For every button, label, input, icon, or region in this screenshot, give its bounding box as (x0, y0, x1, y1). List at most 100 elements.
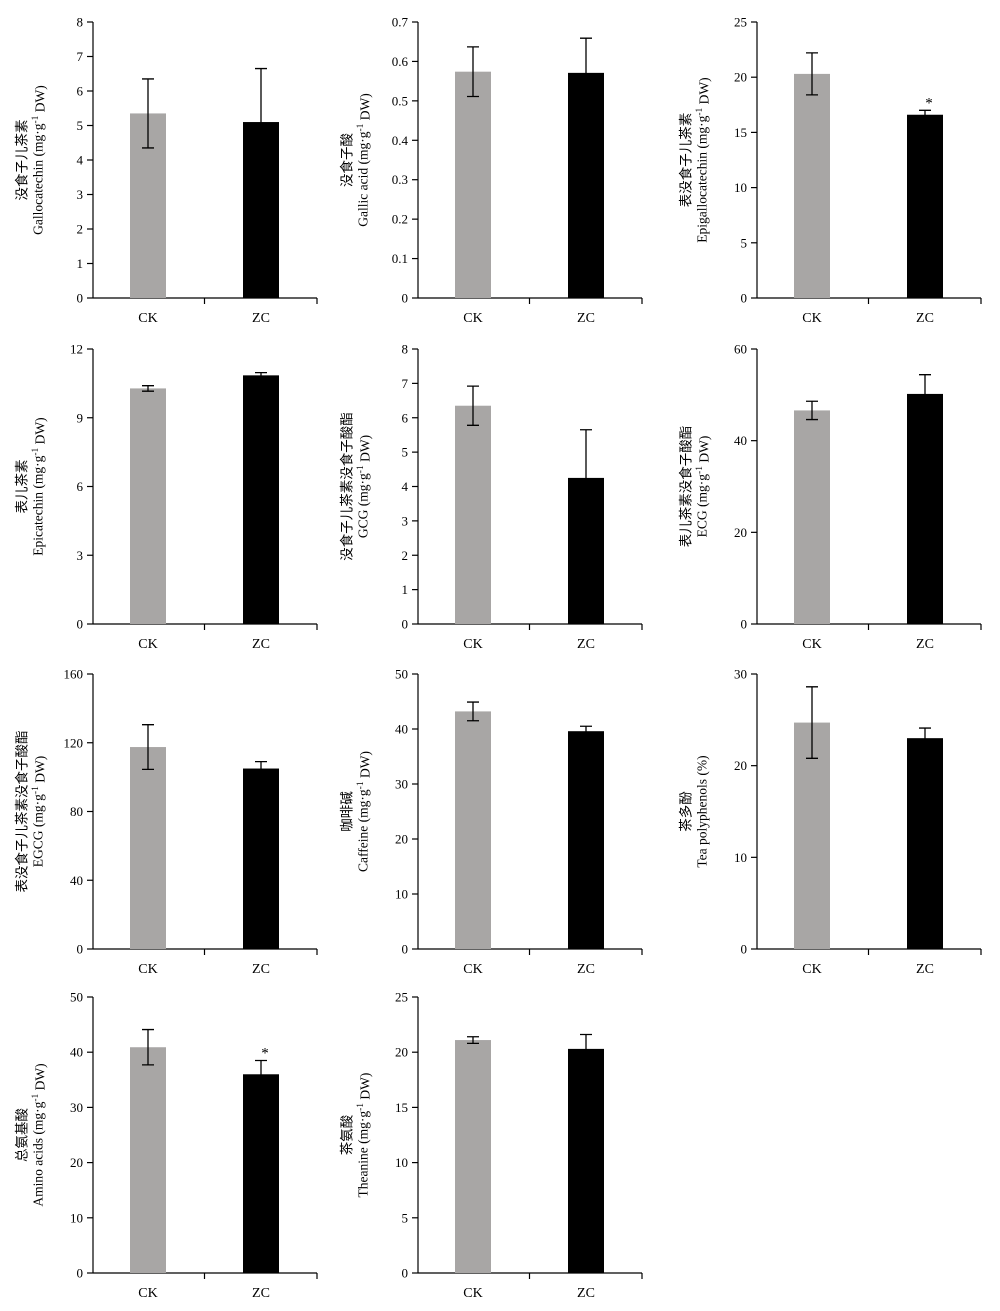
y-tick-label: 0 (741, 617, 748, 632)
chart-panel: 0 10 20 30 40 50 CK ZC 咖啡碱Caffeine (mg·g-1 DW) (339, 667, 643, 977)
category-label: CK (138, 637, 157, 652)
error-bar-ck (467, 701, 479, 722)
error-bar-zc (919, 374, 931, 414)
bar-zc (243, 1074, 279, 1273)
category-label: CK (463, 311, 482, 326)
y-axis-label-en: Epigallocatechin (mg·g (694, 115, 709, 242)
y-tick-label: 30 (70, 1100, 83, 1115)
y-tick-label: 1 (402, 582, 409, 597)
y-tick-label: 1 (77, 256, 84, 271)
error-bar-ck (467, 46, 479, 98)
y-axis-label-cn: 茶氨酸 (339, 1114, 354, 1155)
bar-ck (455, 711, 491, 949)
y-axis-label: 总氨基酸Amino acids (mg·g-1 DW) (13, 1063, 47, 1206)
y-axis-label-cn: 咖啡碱 (339, 791, 354, 832)
y-tick-label: 0.1 (392, 251, 408, 266)
chart-panel: 0 10 20 30 40 50 CK ZC * 总氨基酸Amino acids (mg·g-1 … (13, 990, 318, 1301)
error-bar-ck (806, 400, 818, 421)
y-axis-label-cn: 表没食子儿茶素 (677, 113, 693, 208)
chart-panel: 0 3 6 9 12 CK ZC 表儿茶素Epicatechin (mg·g-1 DW) (14, 342, 318, 652)
y-axis-label-en: GCG (mg·g (355, 473, 370, 538)
y-tick-label: 80 (70, 804, 83, 819)
y-axis-label: 茶氨酸Theanine (mg·g-1 DW) (339, 1073, 372, 1198)
y-tick-label: 12 (70, 342, 83, 357)
y-axis-label-unit-tail: DW) (32, 756, 47, 786)
category-label: ZC (252, 1286, 270, 1301)
y-axis-label-unit-tail: DW) (357, 435, 372, 465)
bar-zc (568, 1048, 604, 1273)
y-tick-label: 3 (402, 513, 409, 528)
y-axis-label: 没食子儿茶素Gallocatechin (mg·g-1 DW) (13, 85, 47, 235)
y-axis-label-unit-exponent: -1 (31, 447, 41, 455)
y-axis-label-unit-exponent: -1 (31, 115, 41, 123)
error-bar-zc (255, 1059, 267, 1089)
y-axis-label-en: Caffeine (mg·g (355, 789, 370, 872)
category-label: CK (802, 637, 821, 652)
chart-panel: 0 0.1 0.2 0.3 0.4 0.5 0.6 0.7 CK ZC 没食子酸Gallic aci… (338, 15, 643, 326)
y-tick-label: 30 (395, 777, 408, 792)
bar-ck (794, 722, 830, 949)
y-tick-label: 5 (402, 1210, 409, 1225)
bar-zc (907, 114, 943, 299)
error-bar-zc (919, 109, 931, 120)
category-label: ZC (252, 311, 270, 326)
y-axis-label: 表儿茶素没食子酸酯ECG (mg·g-1 DW) (677, 426, 711, 548)
y-tick-label: 40 (395, 722, 408, 737)
y-axis-label-unit-tail: DW) (696, 77, 711, 107)
y-axis-label-cn: 没食子儿茶素 (13, 120, 29, 201)
y-tick-label: 0.6 (392, 54, 409, 69)
significance-mark: * (261, 1045, 269, 1061)
y-tick-label: 15 (734, 125, 747, 140)
chart-panel: 0 10 20 30 CK ZC 茶多酚Tea polyphenols (%) (677, 667, 982, 977)
y-tick-label: 120 (64, 735, 84, 750)
y-tick-label: 2 (77, 222, 84, 237)
category-label: ZC (577, 311, 595, 326)
y-tick-label: 6 (402, 410, 409, 425)
y-axis-label-unit-exponent: -1 (356, 781, 366, 789)
y-tick-label: 25 (395, 990, 408, 1005)
bar-zc (243, 768, 279, 949)
y-axis-label-unit-exponent: -1 (356, 123, 366, 131)
y-tick-label: 0.5 (392, 93, 408, 108)
y-axis-label-unit-tail: DW) (696, 436, 711, 466)
bar-ck (130, 1047, 166, 1273)
error-bar-zc (580, 37, 592, 109)
y-axis-label-en: Theanine (mg·g (355, 1111, 370, 1198)
y-axis-label: 没食子儿茶素没食子酸酯GCG (mg·g-1 DW) (338, 412, 372, 561)
y-axis-label-unit-exponent: -1 (695, 107, 705, 115)
category-label: ZC (916, 311, 934, 326)
y-tick-label: 8 (77, 15, 84, 30)
y-axis-label-unit-exponent: -1 (356, 465, 366, 473)
error-bar-ck (142, 78, 154, 149)
significance-mark: * (925, 95, 933, 111)
category-label: ZC (916, 637, 934, 652)
error-bar-ck (806, 52, 818, 96)
error-bar-ck (142, 724, 154, 771)
y-tick-label: 20 (395, 832, 408, 847)
error-bar-zc (580, 725, 592, 737)
y-tick-label: 10 (734, 850, 747, 865)
y-tick-label: 50 (70, 990, 83, 1005)
y-tick-label: 15 (395, 1100, 408, 1115)
y-tick-label: 30 (734, 667, 747, 682)
y-tick-label: 0.3 (392, 172, 408, 187)
category-label: CK (463, 1286, 482, 1301)
y-tick-label: 50 (395, 667, 408, 682)
y-tick-label: 3 (77, 548, 84, 563)
y-tick-label: 10 (70, 1210, 83, 1225)
error-bar-ck (806, 686, 818, 759)
y-axis-label-cn: 没食子儿茶素没食子酸酯 (338, 412, 354, 561)
bar-zc (243, 375, 279, 624)
y-tick-label: 4 (402, 479, 409, 494)
y-tick-label: 4 (77, 153, 84, 168)
chart-panel: 0 20 40 60 CK ZC 表儿茶素没食子酸酯ECG (mg·g-1 DW) (677, 342, 982, 652)
category-label: CK (463, 962, 482, 977)
y-axis-label-unit-exponent: -1 (31, 786, 41, 794)
bar-ck (455, 405, 491, 624)
y-tick-label: 10 (734, 180, 747, 195)
y-tick-label: 0 (741, 942, 748, 957)
error-bar-zc (580, 1033, 592, 1064)
bar-zc (907, 393, 943, 624)
bar-ck (455, 1040, 491, 1273)
y-axis-label: 表儿茶素Epicatechin (mg·g-1 DW) (14, 417, 47, 555)
